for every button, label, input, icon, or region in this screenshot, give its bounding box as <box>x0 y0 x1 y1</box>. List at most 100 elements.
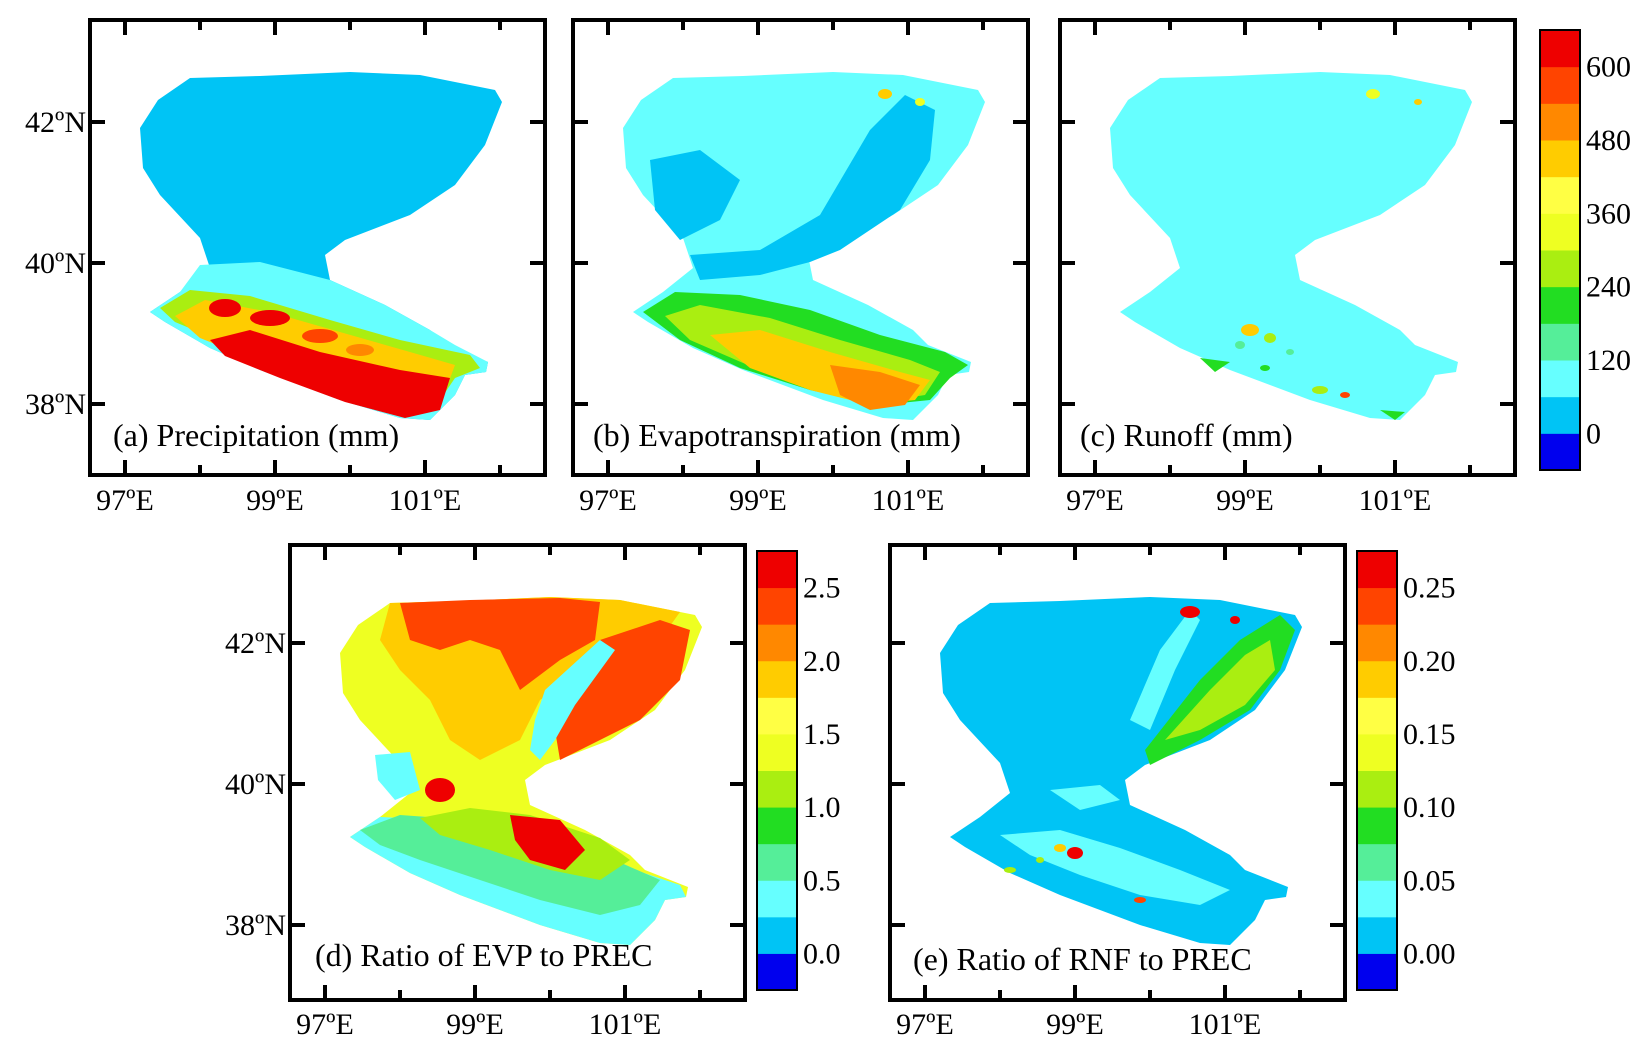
colorbar-swatch <box>757 697 797 735</box>
x-tick-label: 97ºE <box>1066 484 1124 517</box>
panel-frame <box>1058 18 1517 477</box>
colorbar-tick-label: 240 <box>1586 271 1631 304</box>
colorbar-swatch <box>757 624 797 662</box>
colorbar-swatch <box>1357 916 1397 954</box>
colorbar-tick-label: 2.0 <box>803 645 841 678</box>
map-precipitation <box>140 72 502 420</box>
colorbar-swatch <box>1540 286 1580 324</box>
colorbar-swatch <box>1540 360 1580 398</box>
colorbar-tick-label: 120 <box>1586 344 1631 377</box>
colorbar-swatch <box>1357 953 1397 991</box>
colorbar-swatch <box>1357 733 1397 771</box>
colorbar-swatch <box>1357 770 1397 808</box>
colorbar-swatch <box>757 953 797 991</box>
y-tick-label: 40ºN <box>25 247 86 280</box>
colorbar-mm: 600 480 360 240 120 0 <box>1539 29 1631 471</box>
colorbar-swatch <box>757 770 797 808</box>
colorbar-swatch <box>757 916 797 954</box>
x-tick-label: 99ºE <box>729 484 787 517</box>
x-ticks <box>323 545 702 1000</box>
colorbar-swatch <box>1357 660 1397 698</box>
x-tick-label: 101ºE <box>589 1008 662 1041</box>
colorbar-swatch <box>1357 551 1397 589</box>
colorbar-swatch <box>1357 880 1397 918</box>
x-tick-label: 101ºE <box>872 484 945 517</box>
colorbar-swatch <box>1357 624 1397 662</box>
colorbar-swatch <box>1357 807 1397 845</box>
colorbar-rnf-ratio: 0.25 0.20 0.15 0.10 0.05 0.00 <box>1356 550 1456 991</box>
x-tick-label: 101ºE <box>1359 484 1432 517</box>
colorbar-tick-label: 0.5 <box>803 864 841 897</box>
panel-runoff: 97ºE 99ºE 101ºE (c) Runoff (mm) <box>1058 18 1517 517</box>
colorbar-swatch <box>1540 433 1580 471</box>
x-tick-label: 97ºE <box>296 1008 354 1041</box>
x-ticks <box>1093 20 1472 475</box>
x-tick-label: 99ºE <box>1046 1008 1104 1041</box>
x-tick-label: 99ºE <box>246 484 304 517</box>
panel-label: (e) Ratio of RNF to PREC <box>913 941 1252 977</box>
panel-frame <box>288 543 747 1002</box>
y-ticks <box>1060 120 1515 406</box>
y-ticks <box>573 120 1028 406</box>
colorbar-frame <box>1539 29 1581 471</box>
colorbar-swatch <box>1357 587 1397 625</box>
x-tick-label: 97ºE <box>896 1008 954 1041</box>
colorbar-evp-ratio: 2.5 2.0 1.5 1.0 0.5 0.0 <box>756 550 841 991</box>
colorbar-swatch <box>757 551 797 589</box>
x-ticks <box>606 20 985 475</box>
colorbar-swatch <box>1540 213 1580 251</box>
panel-precipitation: 97ºE 99ºE 101ºE 42ºN 40ºN 38ºN (a) Preci… <box>25 18 547 517</box>
colorbar-tick-label: 0.15 <box>1403 718 1456 751</box>
x-ticks <box>923 545 1302 1000</box>
map-ratio-evp-prec <box>340 597 702 945</box>
y-tick-label: 40ºN <box>225 768 286 801</box>
colorbar-tick-label: 0.20 <box>1403 645 1456 678</box>
y-ticks <box>90 120 545 406</box>
colorbar-swatch <box>1540 396 1580 434</box>
x-tick-label: 97ºE <box>579 484 637 517</box>
colorbar-tick-label: 0.0 <box>803 937 841 970</box>
colorbar-swatch <box>757 733 797 771</box>
panel-ratio-rnf-prec: 97ºE 99ºE 101ºE (e) Ratio of RNF to PREC <box>888 543 1347 1041</box>
colorbar-tick-label: 0.00 <box>1403 937 1456 970</box>
colorbar-tick-label: 600 <box>1586 51 1631 84</box>
colorbar-swatch <box>757 660 797 698</box>
colorbar-tick-label: 1.0 <box>803 791 841 824</box>
colorbar-swatch <box>757 843 797 881</box>
colorbar-tick-label: 480 <box>1586 124 1631 157</box>
x-tick-label: 101ºE <box>1189 1008 1262 1041</box>
colorbar-swatch <box>757 880 797 918</box>
colorbar-swatch <box>757 807 797 845</box>
colorbar-tick-label: 1.5 <box>803 718 841 751</box>
colorbar-swatch <box>1357 697 1397 735</box>
colorbar-swatch <box>757 587 797 625</box>
x-tick-label: 97ºE <box>96 484 154 517</box>
map-runoff <box>1110 72 1472 420</box>
y-ticks <box>290 641 745 927</box>
y-ticks <box>890 641 1345 927</box>
colorbar-swatch <box>1540 140 1580 178</box>
x-tick-label: 99ºE <box>446 1008 504 1041</box>
map-evapotranspiration <box>623 72 985 420</box>
colorbar-tick-label: 0.05 <box>1403 864 1456 897</box>
panel-evapotranspiration: 97ºE 99ºE 101ºE (b) Evapotranspiration (… <box>571 18 1030 517</box>
colorbar-swatch <box>1540 176 1580 214</box>
colorbar-swatch <box>1540 103 1580 141</box>
colorbar-frame <box>756 550 798 991</box>
y-tick-label: 38ºN <box>25 388 86 421</box>
panel-frame <box>888 543 1347 1002</box>
colorbar-swatch <box>1357 843 1397 881</box>
panel-frame <box>88 18 547 477</box>
colorbar-swatch <box>1540 30 1580 68</box>
panel-label: (c) Runoff (mm) <box>1080 417 1293 453</box>
y-tick-label: 42ºN <box>25 106 86 139</box>
panel-label: (a) Precipitation (mm) <box>113 417 399 453</box>
colorbar-tick-label: 0.25 <box>1403 572 1456 605</box>
x-tick-label: 101ºE <box>389 484 462 517</box>
colorbar-tick-label: 360 <box>1586 197 1631 230</box>
panel-ratio-evp-prec: 97ºE 99ºE 101ºE 42ºN 40ºN 38ºN (d) Ratio… <box>225 543 747 1041</box>
colorbar-tick-label: 0.10 <box>1403 791 1456 824</box>
y-tick-label: 42ºN <box>225 627 286 660</box>
panel-label: (d) Ratio of EVP to PREC <box>315 937 652 973</box>
